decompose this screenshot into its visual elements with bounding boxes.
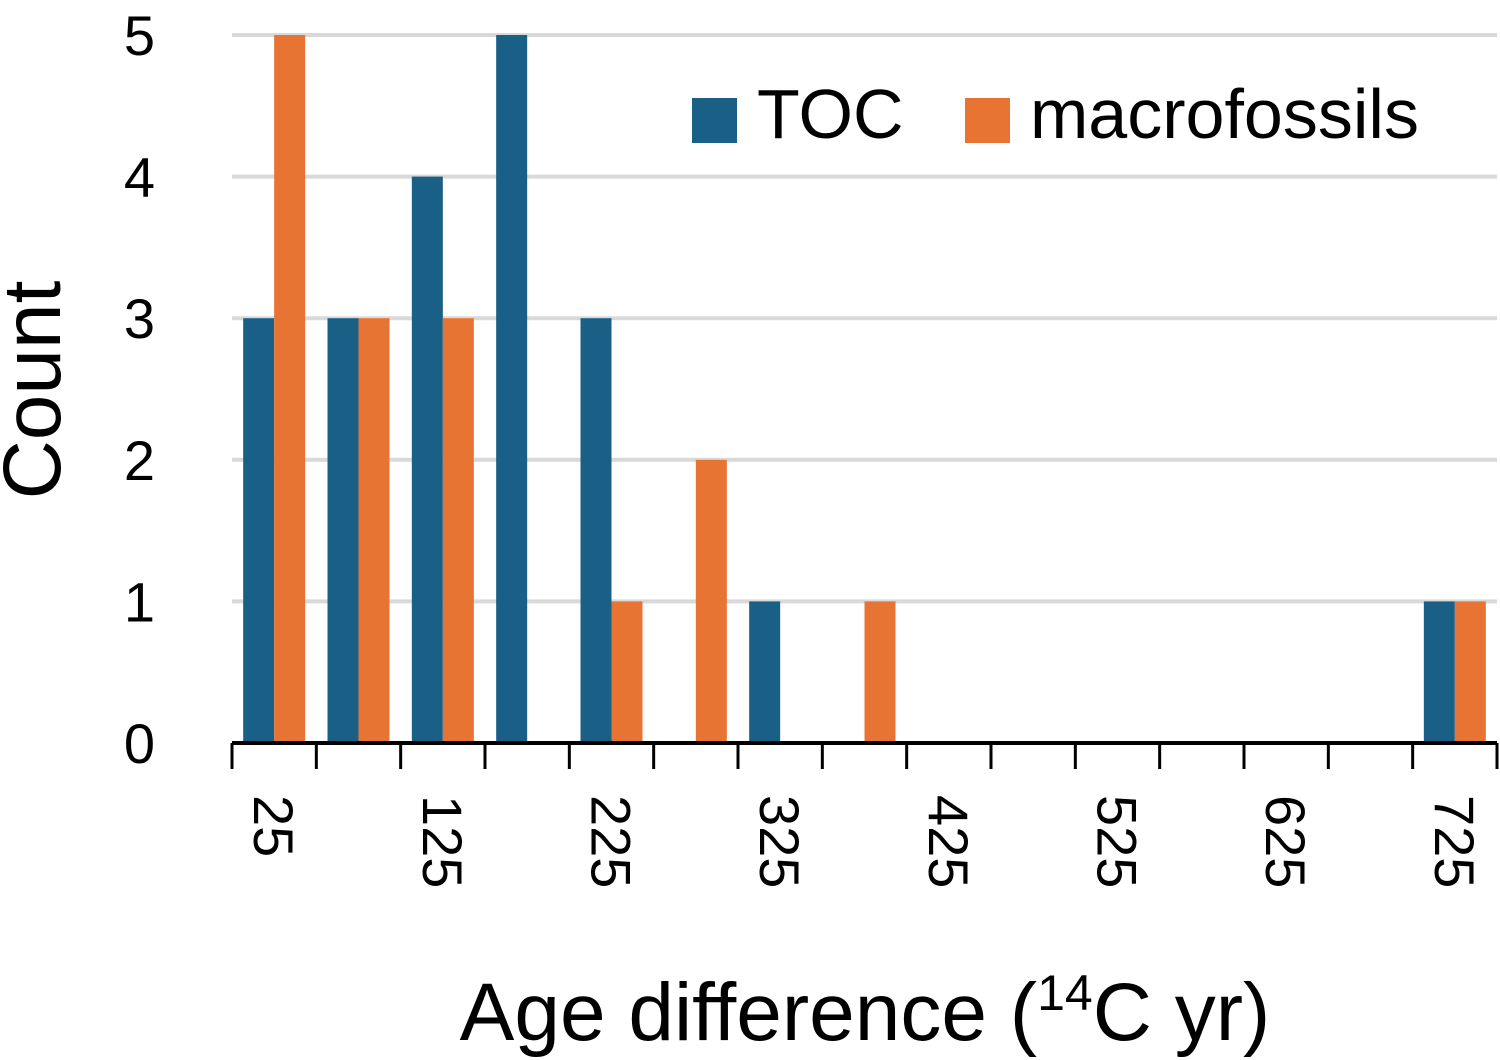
- x-axis: [230, 741, 1499, 769]
- y-axis-title: Count: [0, 280, 78, 499]
- legend: TOC macrofossils: [692, 75, 1419, 153]
- bar-macrofossils-375: [864, 601, 896, 743]
- legend-swatch-toc: [692, 98, 737, 143]
- bar-toc-125: [411, 176, 443, 744]
- y-tick-label-4: 4: [124, 146, 155, 209]
- x-axis-title-superscript: 14: [1037, 965, 1093, 1021]
- legend-label-macrofossils: macrofossils: [1030, 75, 1419, 153]
- bar-macrofossils-275: [695, 459, 727, 743]
- legend-label-toc: TOC: [757, 75, 904, 153]
- bar-macrofossils-125: [442, 318, 474, 743]
- x-axis-title: Age difference (14C yr): [460, 965, 1271, 1058]
- bar-toc-725: [1423, 601, 1455, 743]
- x-tick-label-325: 325: [748, 795, 811, 888]
- bars: [243, 35, 1486, 744]
- x-tick-label-525: 525: [1086, 795, 1149, 888]
- legend-swatch-macrofossils: [965, 98, 1010, 143]
- bar-macrofossils-25: [274, 35, 306, 743]
- bar-toc-325: [749, 601, 781, 743]
- bar-toc-175: [496, 35, 528, 743]
- x-tick-label-725: 725: [1423, 795, 1486, 888]
- x-axis-title-main: Age difference (: [460, 967, 1037, 1058]
- x-axis-title-rest: C yr): [1093, 967, 1271, 1058]
- y-tick-label-2: 2: [124, 429, 155, 492]
- y-tick-label-5: 5: [124, 4, 155, 67]
- y-tick-label-3: 3: [124, 287, 155, 350]
- bar-macrofossils-725: [1454, 601, 1486, 743]
- bar-macrofossils-75: [358, 318, 390, 743]
- y-tick-label-1: 1: [124, 570, 155, 633]
- x-tick-label-25: 25: [242, 795, 305, 857]
- x-tick-label-225: 225: [580, 795, 643, 888]
- x-tick-label-425: 425: [917, 795, 980, 888]
- bar-toc-225: [580, 318, 612, 743]
- x-tick-label-125: 125: [411, 795, 474, 888]
- bar-toc-75: [327, 318, 359, 743]
- bar-macrofossils-225: [611, 601, 643, 743]
- bar-toc-25: [243, 318, 275, 743]
- x-tick-label-625: 625: [1254, 795, 1317, 888]
- y-tick-label-0: 0: [124, 712, 155, 775]
- x-tick-labels: 25 125 225 325 425 525 625 725: [242, 795, 1486, 888]
- y-tick-labels: 0 1 2 3 4 5: [124, 4, 155, 775]
